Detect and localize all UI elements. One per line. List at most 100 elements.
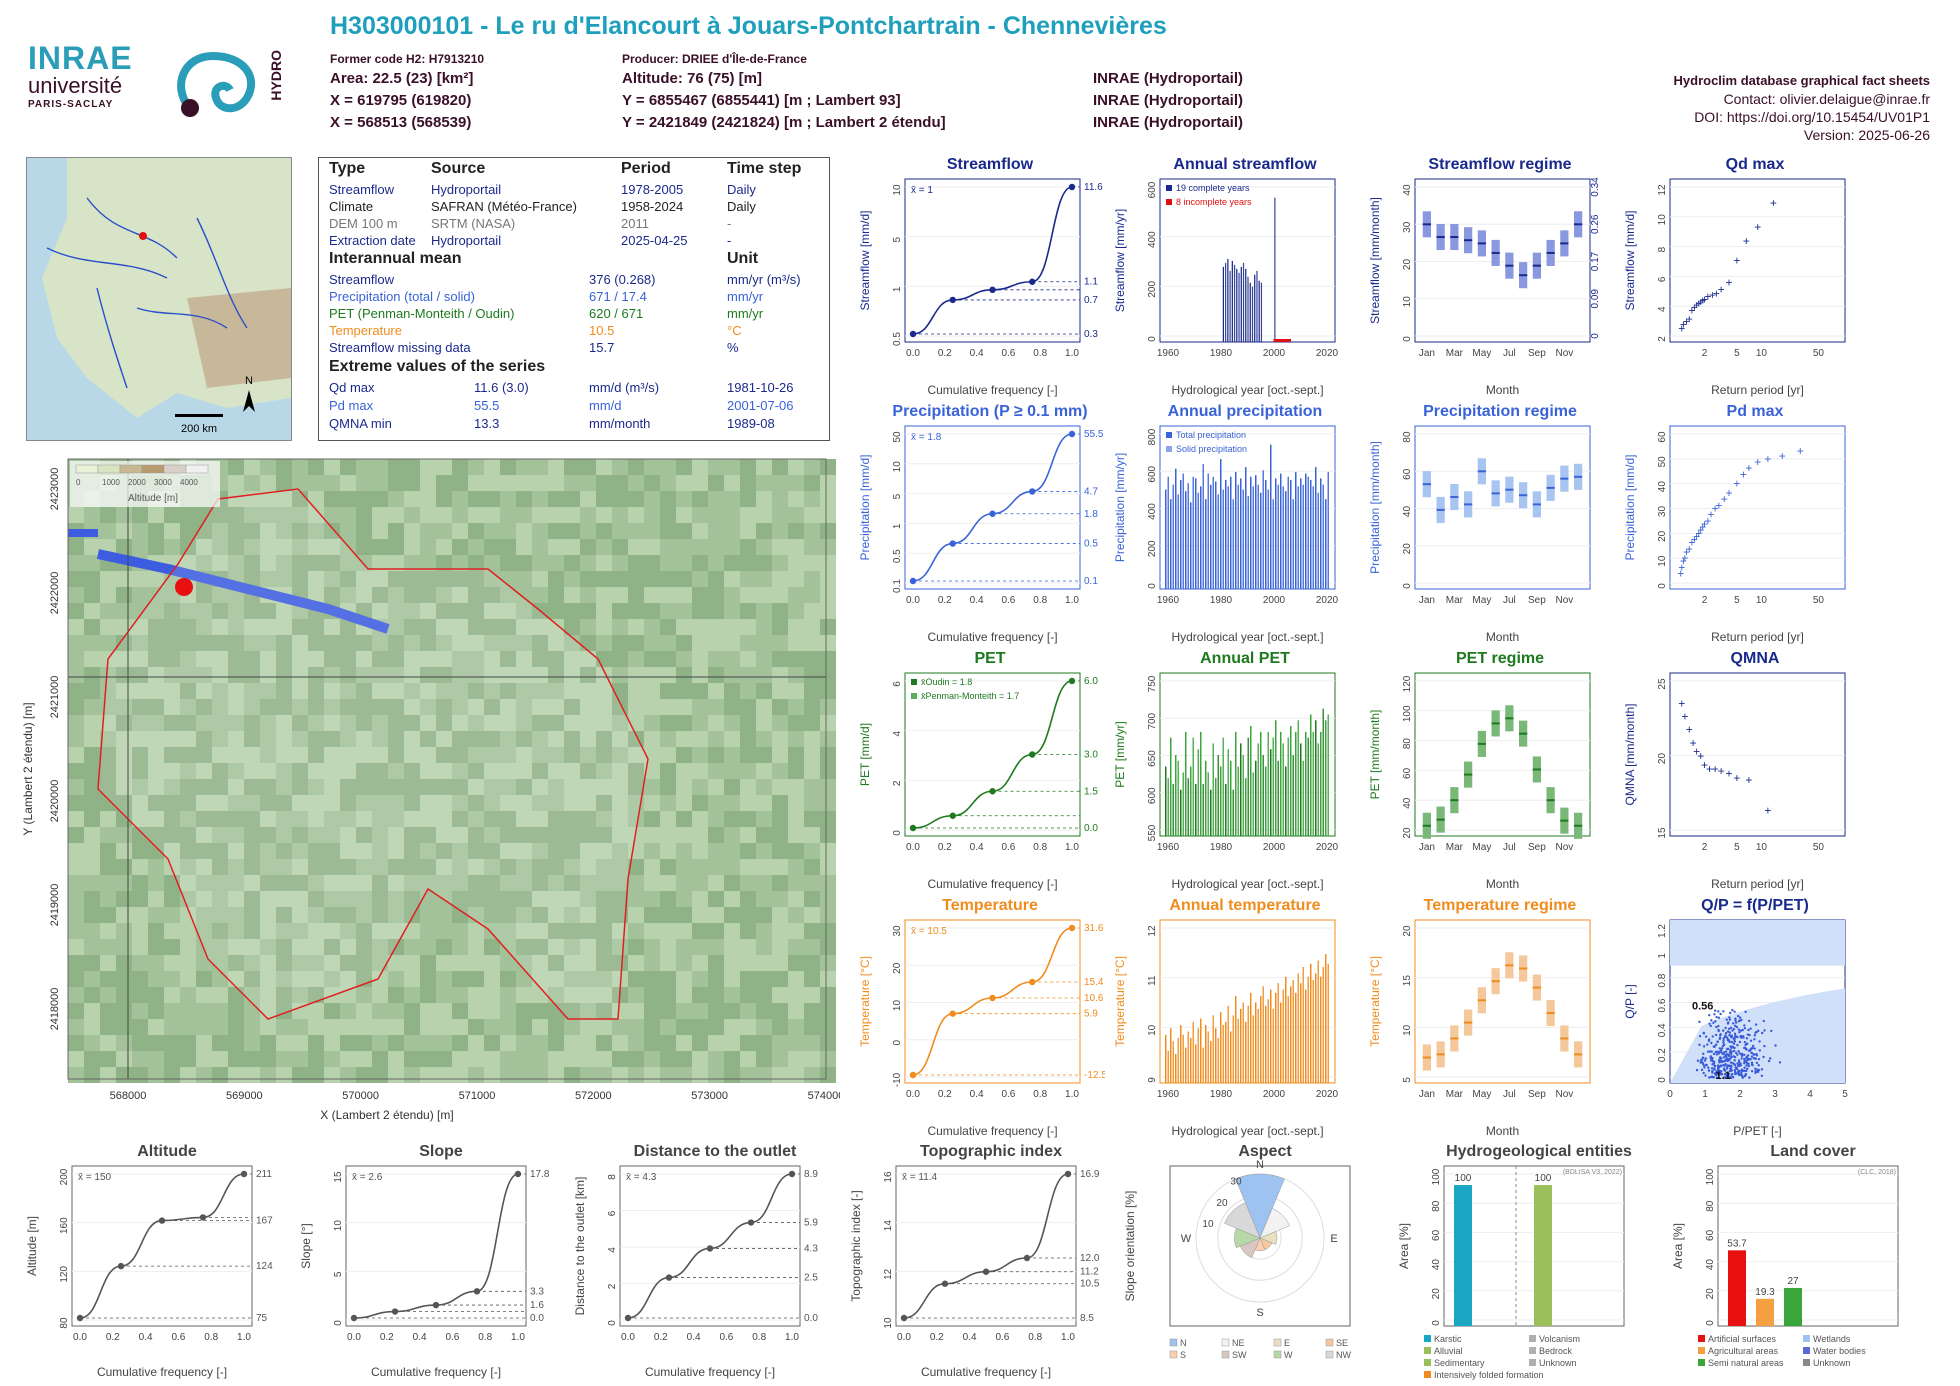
terrain-cell bbox=[820, 715, 836, 731]
terrain-cell bbox=[356, 1067, 372, 1083]
x-tick: 0.8 bbox=[1033, 1089, 1047, 1100]
terrain-cell bbox=[196, 507, 212, 523]
terrain-cell bbox=[196, 907, 212, 923]
terrain-cell bbox=[436, 587, 452, 603]
x-tick: Sep bbox=[1528, 1089, 1546, 1100]
bar bbox=[1207, 1031, 1209, 1083]
terrain-cell bbox=[580, 571, 596, 587]
terrain-cell bbox=[500, 1019, 516, 1035]
terrain-cell bbox=[740, 891, 756, 907]
y-axis-label: PET [mm/yr] bbox=[1113, 721, 1127, 787]
terrain-cell bbox=[788, 811, 804, 827]
bar bbox=[1167, 778, 1169, 836]
terrain-cell bbox=[324, 779, 340, 795]
terrain-cell bbox=[452, 587, 468, 603]
scatter-dot bbox=[1716, 1069, 1720, 1072]
terrain-cell bbox=[580, 827, 596, 843]
terrain-cell bbox=[500, 571, 516, 587]
doi-link[interactable]: DOI: https://doi.org/10.15454/UV01P1 bbox=[1694, 109, 1930, 125]
bar bbox=[1254, 274, 1256, 342]
terrain-cell bbox=[404, 667, 420, 683]
terrain-cell bbox=[84, 1067, 100, 1083]
terrain-cell bbox=[804, 699, 820, 715]
terrain-cell bbox=[740, 747, 756, 763]
legend-swatch bbox=[1698, 1335, 1705, 1342]
terrain-cell bbox=[724, 795, 740, 811]
info-cell: Climate bbox=[329, 199, 374, 214]
scatter-dot bbox=[1709, 1075, 1713, 1079]
scatter-dot bbox=[1735, 1021, 1738, 1024]
terrain-cell bbox=[676, 1051, 692, 1067]
y-tick: 2 bbox=[607, 1283, 618, 1289]
bar bbox=[1252, 772, 1254, 836]
terrain-cell bbox=[84, 779, 100, 795]
terrain-cell bbox=[196, 1067, 212, 1083]
terrain-cell bbox=[372, 1003, 388, 1019]
scatter-dot bbox=[1733, 1059, 1736, 1062]
terrain-cell bbox=[372, 555, 388, 571]
terrain-cell bbox=[196, 843, 212, 859]
chart-title: Altitude bbox=[137, 1143, 197, 1160]
chart-title: Streamflow bbox=[947, 156, 1034, 173]
terrain-cell bbox=[724, 827, 740, 843]
terrain-cell bbox=[308, 939, 324, 955]
mean-cell: Streamflow missing data bbox=[329, 340, 471, 355]
terrain-cell bbox=[244, 571, 260, 587]
chart-title: Hydrogeological entities bbox=[1446, 1143, 1632, 1160]
terrain-cell bbox=[724, 939, 740, 955]
x-tick: 0.8 bbox=[478, 1332, 492, 1343]
terrain-cell bbox=[468, 667, 484, 683]
terrain-cell bbox=[100, 891, 116, 907]
bar bbox=[1312, 979, 1314, 1083]
terrain-cell bbox=[708, 859, 724, 875]
scatter-dot bbox=[1715, 1053, 1719, 1056]
scatter-dot bbox=[1726, 1059, 1730, 1063]
aspect-wedge bbox=[1259, 1208, 1290, 1239]
terrain-cell bbox=[772, 667, 788, 683]
terrain-cell bbox=[100, 971, 116, 987]
scatter-dot bbox=[1717, 1029, 1720, 1033]
terrain-cell bbox=[324, 699, 340, 715]
ext-cell: QMNA min bbox=[329, 416, 392, 431]
terrain-cell bbox=[756, 763, 772, 779]
terrain-cell bbox=[660, 475, 676, 491]
terrain-cell bbox=[68, 587, 84, 603]
terrain-cell bbox=[788, 843, 804, 859]
terrain-cell bbox=[148, 843, 164, 859]
right-label: 15.4 bbox=[1084, 977, 1104, 988]
terrain-cell bbox=[244, 939, 260, 955]
legend-swatch bbox=[1803, 1335, 1810, 1342]
bar bbox=[1210, 1041, 1212, 1083]
scatter-dot bbox=[1715, 1025, 1718, 1029]
terrain-cell bbox=[68, 619, 84, 635]
scatter-dot bbox=[1734, 1066, 1738, 1069]
ring-label: 20 bbox=[1216, 1198, 1228, 1209]
terrain-cell bbox=[164, 811, 180, 827]
terrain-cell bbox=[324, 731, 340, 747]
terrain-cell bbox=[788, 475, 804, 491]
bar bbox=[1230, 1031, 1232, 1083]
terrain-cell bbox=[676, 475, 692, 491]
terrain-cell bbox=[564, 1003, 580, 1019]
terrain-cell bbox=[644, 683, 660, 699]
terrain-cell bbox=[100, 779, 116, 795]
terrain-cell bbox=[708, 715, 724, 731]
terrain-cell bbox=[788, 539, 804, 555]
terrain-cell bbox=[324, 1067, 340, 1083]
terrain-cell bbox=[244, 539, 260, 555]
terrain-cell bbox=[132, 907, 148, 923]
station-marker bbox=[139, 232, 147, 240]
contact[interactable]: Contact: olivier.delaigue@inrae.fr bbox=[1723, 91, 1930, 107]
terrain-cell bbox=[756, 571, 772, 587]
terrain-cell bbox=[580, 1019, 596, 1035]
bar bbox=[1165, 489, 1167, 589]
terrain-cell bbox=[260, 939, 276, 955]
info-cell: Streamflow bbox=[329, 182, 395, 197]
terrain-cell bbox=[740, 555, 756, 571]
bar bbox=[1167, 1050, 1169, 1083]
legend-tick: 3000 bbox=[154, 478, 172, 487]
terrain-cell bbox=[532, 635, 548, 651]
terrain-cell bbox=[596, 1003, 612, 1019]
terrain-cell bbox=[452, 683, 468, 699]
